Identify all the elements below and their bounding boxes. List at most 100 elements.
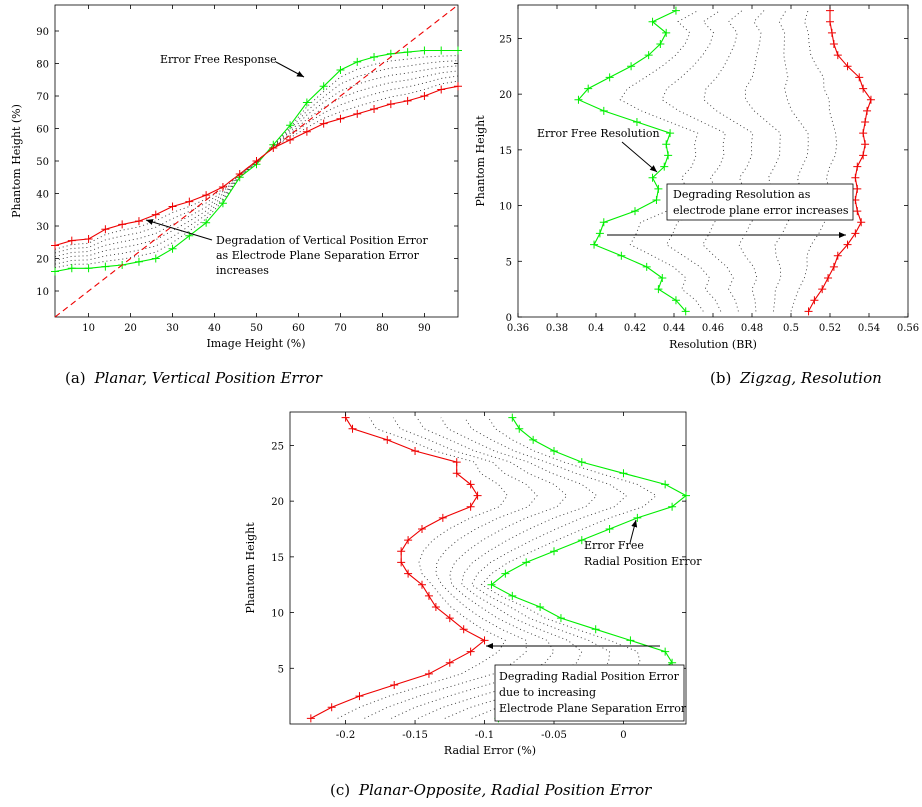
annotation-line: Degrading Resolution as (673, 188, 811, 201)
intermediate-curve (54, 65, 459, 261)
error-free-point (336, 66, 345, 74)
error-free-point (654, 285, 663, 294)
x-tick-label: 0.36 (507, 323, 529, 334)
ticks-layer: 0.36 0.38 0.4 0.42 0.44 0.46 0.48 0.5 0.52 0.54 0.… (499, 5, 919, 334)
x-tick-label: -0.2 (336, 730, 355, 741)
error-free-point (661, 480, 670, 489)
y-axis-label: Phantom Height (244, 522, 257, 614)
error-free-point (654, 184, 663, 193)
x-tick-label: 0.48 (741, 323, 763, 334)
max-error-point (818, 285, 827, 294)
max-error-point (84, 235, 93, 243)
max-error-point (286, 135, 295, 144)
error-free-point (671, 6, 680, 15)
annotation-degrading-radial: Degrading Radial Position Error due to i… (486, 643, 687, 722)
error-free-point (626, 636, 635, 645)
x-tick-label: 0 (620, 730, 626, 741)
x-tick-label: 70 (334, 323, 347, 334)
annotation-line: Error Free Response (160, 53, 277, 66)
series-layer (574, 6, 875, 316)
max-error-point (404, 536, 413, 545)
error-free-point (370, 53, 379, 61)
max-error-point (370, 105, 379, 113)
y-tick-label: 70 (36, 92, 49, 103)
error-free-point (51, 267, 59, 276)
error-free-point (84, 264, 93, 273)
max-error-point (853, 184, 862, 193)
error-free-point (522, 558, 531, 567)
error-free-point (286, 121, 295, 130)
y-tick-label: 20 (271, 497, 284, 508)
annotation-arrow (145, 219, 213, 241)
error-free-point (668, 502, 677, 511)
error-free-point (202, 218, 211, 227)
max-error-point (403, 96, 412, 105)
error-free-line (577, 10, 687, 312)
y-tick-label: 15 (499, 146, 512, 157)
intermediate-curve (738, 10, 781, 312)
error-free-point (662, 28, 671, 37)
y-axis-label: Phantom Height (474, 115, 487, 207)
max-error-point (827, 28, 836, 37)
error-free-point (437, 46, 446, 55)
error-free-point (590, 240, 599, 249)
error-free-point (101, 262, 110, 271)
max-error-point (810, 296, 819, 305)
max-error-point (452, 469, 461, 478)
x-tick-label: 40 (208, 323, 221, 334)
error-free-point (515, 424, 524, 433)
max-error-point (466, 502, 475, 511)
max-error-point (843, 240, 852, 249)
max-error-point (134, 217, 143, 226)
max-error-point (833, 251, 842, 260)
max-error-line (310, 417, 486, 719)
annotation-line: electrode plane error increases (673, 204, 849, 217)
caption-b: (b) Zigzag, Resolution (710, 369, 882, 387)
error-free-point (633, 513, 642, 522)
max-error-point (480, 636, 489, 645)
max-error-point (390, 681, 399, 689)
max-error-point (118, 220, 127, 229)
error-free-point (420, 46, 429, 55)
x-tick-label: 30 (166, 323, 179, 334)
x-tick-label: 10 (82, 323, 95, 334)
error-free-point (605, 525, 614, 533)
annotation-degradation-vertical: Degradation of Vertical Position Error a… (145, 219, 429, 277)
error-free-point (574, 95, 583, 104)
max-error-point (336, 114, 345, 123)
error-free-point (134, 257, 143, 266)
max-error-point (386, 100, 395, 109)
x-tick-label: 0.38 (546, 323, 568, 334)
max-error-point (348, 424, 357, 433)
error-free-point (595, 229, 604, 238)
max-error-point (866, 95, 875, 104)
y-tick-label: 30 (36, 222, 49, 233)
max-error-point (452, 458, 461, 467)
max-error-point (67, 236, 76, 245)
max-error-point (319, 119, 328, 128)
error-free-point (550, 447, 558, 455)
intermediate-curve (772, 10, 809, 312)
max-error-point (824, 274, 833, 282)
plot-frame (517, 4, 909, 318)
error-free-point (627, 62, 636, 71)
error-free-point (319, 82, 328, 91)
max-error-point (404, 569, 413, 578)
panel-zigzag-resolution: 0.36 0.38 0.4 0.42 0.44 0.46 0.48 0.5 0.52 0.54 0.… (474, 4, 919, 387)
ideal-line (54, 4, 459, 318)
max-error-point (859, 151, 868, 160)
error-free-point (353, 57, 362, 66)
max-error-point (397, 547, 406, 556)
ticks-layer: 10 20 30 40 50 60 70 80 90 10 20 30 40 50 60 70 80 90 (36, 5, 458, 334)
max-error-point (829, 262, 838, 271)
caption-title: Planar-Opposite, Radial Position Error (358, 781, 652, 799)
annotation-line: Error Free (584, 539, 644, 552)
max-error-point (168, 202, 177, 211)
x-tick-label: 0.54 (858, 323, 880, 334)
max-error-point (853, 162, 862, 171)
x-axis-label: Resolution (BR) (669, 338, 757, 351)
x-tick-label: 0.44 (663, 323, 685, 334)
intermediate-curve (54, 60, 459, 265)
error-free-point (508, 413, 517, 422)
ticks-layer: -0.2 -0.15 -0.1 -0.05 0 5 10 15 20 25 (271, 412, 686, 741)
